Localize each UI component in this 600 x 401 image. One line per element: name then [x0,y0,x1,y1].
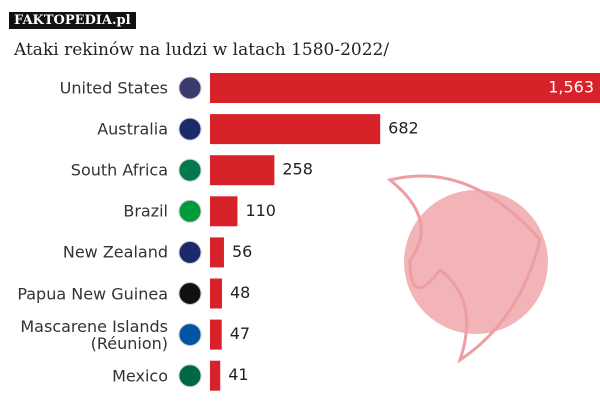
bar [210,73,600,103]
bar [210,114,381,145]
flag [178,323,202,347]
value-label: 258 [282,160,313,179]
bar [210,196,238,227]
watermark: FAKTOPEDIA.pl [9,12,136,29]
chart-title: Ataki rekinów na ludzi w latach 1580-202… [14,40,390,60]
category-label: Papua New Guinea [17,284,168,303]
category-label: South Africa [70,160,168,180]
bar [210,237,224,268]
category-label: Brazil [123,201,168,221]
value-label: 41 [228,365,248,384]
category-label: United States [59,78,168,98]
flag [178,158,202,182]
value-label: 110 [245,201,276,220]
category-label: New Zealand [62,242,168,262]
value-label: 47 [230,324,250,343]
category-label: Australia [97,119,168,139]
category-label: Mexico [112,366,168,386]
flag [178,364,202,388]
bar [210,360,221,391]
value-label: 56 [232,242,252,261]
value-label: 48 [230,283,250,302]
flag [178,282,202,305]
value-label: 1,563 [548,78,594,97]
bar [210,319,222,350]
bar [210,155,275,186]
value-label: 682 [388,119,419,138]
flag [178,199,202,223]
flag [178,240,202,264]
flag [178,76,202,100]
flag [178,117,202,141]
category-label: Mascarene Islands (Réunion) [20,316,168,353]
bar [210,278,222,309]
shark-logo [386,174,548,364]
